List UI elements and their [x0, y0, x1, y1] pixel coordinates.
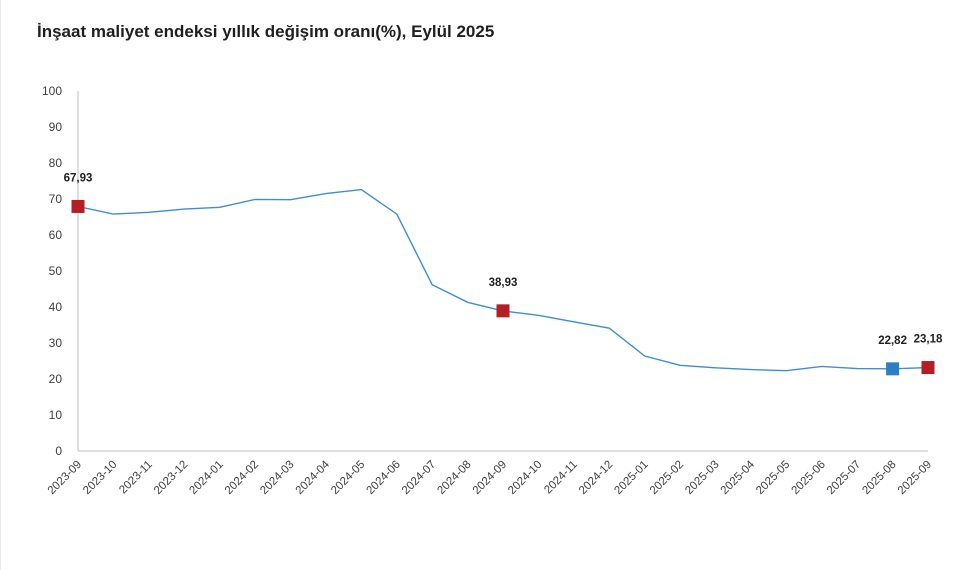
y-tick-label: 70 [49, 192, 63, 206]
x-tick-label: 2025-01 [612, 459, 650, 497]
data-marker [886, 362, 900, 376]
x-tick-label: 2024-04 [294, 458, 333, 497]
x-tick-label: 2025-07 [825, 459, 863, 497]
data-marker [71, 199, 85, 213]
y-tick-label: 90 [49, 120, 63, 134]
x-tick-label: 2024-03 [258, 459, 296, 497]
x-tick-label: 2024-10 [506, 459, 544, 497]
data-label: 23,18 [914, 334, 943, 346]
x-tick-label: 2024-06 [365, 459, 403, 497]
markers [71, 199, 935, 376]
y-tick-label: 50 [49, 264, 63, 278]
data-label: 22,82 [878, 335, 907, 347]
data-label: 38,93 [489, 277, 518, 289]
x-tick-label: 2024-09 [471, 459, 509, 497]
y-tick-label: 100 [42, 84, 62, 98]
y-tick-label: 10 [49, 408, 63, 422]
y-tick-label: 30 [49, 336, 63, 350]
y-tick-label: 80 [49, 156, 63, 170]
data-marker [921, 361, 935, 375]
data-label: 67,93 [64, 172, 93, 184]
x-tick-label: 2025-05 [754, 459, 792, 497]
x-tick-label: 2023-12 [152, 459, 190, 497]
data-labels: 67,93 38,93 22,82 23,18 [64, 172, 943, 346]
y-tick-labels: 0 10 20 30 40 50 60 70 80 90 100 [42, 84, 62, 458]
x-tick-label: 2024-01 [187, 459, 225, 497]
y-tick-label: 60 [49, 228, 63, 242]
x-tick-label: 2024-05 [329, 459, 367, 497]
x-tick-label: 2025-08 [860, 459, 898, 497]
data-marker [496, 304, 510, 318]
x-tick-label: 2023-09 [46, 459, 84, 497]
x-tick-label: 2024-11 [542, 459, 580, 497]
y-tick-label: 40 [49, 300, 63, 314]
chart-title: İnşaat maliyet endeksi yıllık değişim or… [37, 22, 495, 41]
x-tick-labels: 2023-092023-102023-112023-122024-012024-… [46, 458, 934, 497]
y-tick-label: 0 [55, 444, 62, 458]
x-tick-label: 2024-08 [435, 459, 473, 497]
x-tick-label: 2023-11 [117, 459, 155, 497]
x-tick-label: 2024-02 [223, 459, 261, 497]
y-tick-label: 20 [49, 372, 63, 386]
x-tick-label: 2025-02 [648, 459, 686, 497]
x-tick-label: 2025-03 [683, 459, 721, 497]
x-tick-label: 2025-04 [719, 458, 758, 497]
x-tick-label: 2025-06 [790, 459, 828, 497]
x-tick-label: 2025-09 [896, 459, 934, 497]
x-tick-label: 2024-12 [577, 459, 615, 497]
left-border [0, 0, 1, 570]
x-tick-label: 2024-07 [400, 459, 438, 497]
x-tick-label: 2023-10 [81, 459, 119, 497]
